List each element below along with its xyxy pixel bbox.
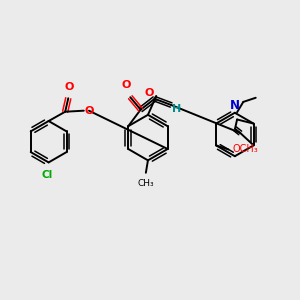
Text: H: H [172,104,181,114]
Text: O: O [84,106,94,116]
Text: O: O [64,82,74,92]
Text: O: O [144,88,154,98]
Text: CH₃: CH₃ [137,179,154,188]
Text: O: O [122,80,131,90]
Text: N: N [230,99,240,112]
Text: OCH₃: OCH₃ [232,145,258,154]
Text: Cl: Cl [42,170,53,180]
